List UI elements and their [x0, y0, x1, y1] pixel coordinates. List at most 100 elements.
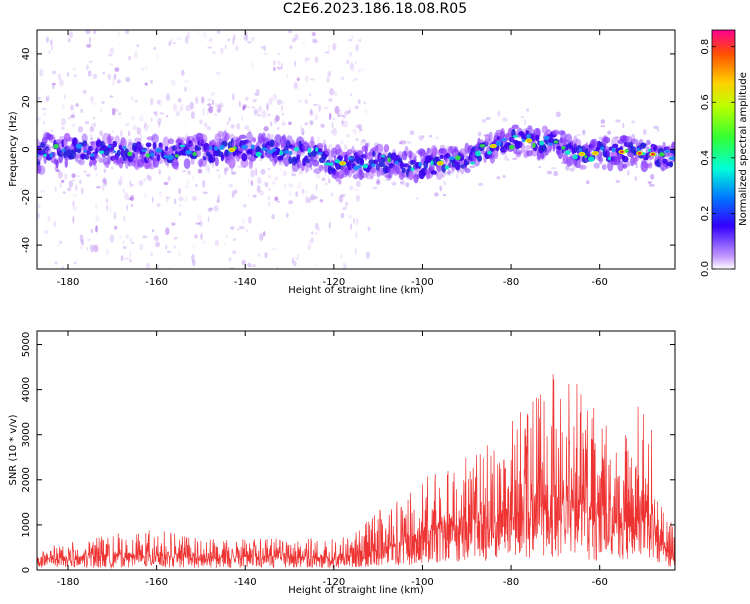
noise-blob: [235, 45, 239, 51]
noise-blob: [88, 60, 93, 64]
noise-blob: [449, 170, 455, 174]
noise-blob: [307, 197, 312, 204]
noise-blob: [102, 179, 107, 182]
noise-blob: [349, 93, 353, 96]
noise-blob: [271, 214, 275, 220]
noise-blob: [125, 76, 131, 82]
noise-blob: [84, 121, 90, 125]
noise-blob: [130, 95, 134, 102]
noise-blob: [256, 89, 260, 93]
noise-blob: [104, 181, 108, 187]
noise-blob: [181, 69, 185, 76]
noise-blob: [276, 99, 282, 106]
noise-blob: [202, 240, 207, 245]
noise-blob: [256, 176, 262, 185]
noise-blob: [232, 238, 237, 241]
noise-blob: [317, 227, 321, 232]
noise-blob: [349, 185, 354, 191]
band-halo: [597, 150, 602, 159]
noise-blob: [400, 181, 404, 184]
band-highlight: [565, 150, 571, 156]
colorbar-label: Normalized spectral amplitude: [738, 72, 749, 226]
band-highlight: [532, 142, 536, 148]
band-halo: [484, 133, 491, 145]
band-halo: [292, 139, 296, 151]
noise-blob: [598, 136, 603, 140]
noise-blob: [308, 239, 312, 244]
noise-blob: [405, 141, 412, 144]
noise-blob: [298, 170, 304, 175]
noise-blob: [156, 203, 161, 208]
noise-blob: [538, 166, 542, 169]
noise-blob: [92, 102, 96, 105]
noise-blob: [304, 75, 309, 82]
noise-blob: [195, 222, 201, 225]
band-highlight: [37, 153, 40, 157]
noise-blob: [151, 196, 154, 203]
noise-blob: [153, 111, 158, 115]
noise-blob: [372, 186, 378, 189]
noise-blob: [400, 140, 407, 145]
x-tick-label: -160: [145, 577, 168, 588]
band-halo: [174, 160, 180, 171]
noise-blob: [216, 199, 221, 204]
band-halo: [54, 158, 60, 166]
band-highlight: [357, 164, 362, 168]
noise-blob: [157, 117, 162, 125]
noise-blob: [586, 180, 590, 185]
band-highlight: [209, 146, 213, 150]
band-halo: [305, 163, 309, 174]
noise-blob: [190, 111, 195, 119]
noise-blob: [125, 234, 129, 239]
noise-blob: [207, 46, 212, 49]
noise-blob: [496, 176, 501, 180]
noise-blob: [165, 196, 171, 199]
noise-blob: [109, 95, 114, 98]
band-halo: [167, 138, 175, 145]
noise-blob: [232, 36, 235, 42]
band-peak-core: [593, 151, 598, 155]
band-halo: [573, 135, 578, 145]
colorbar-tick-label: 0.0: [700, 261, 711, 277]
noise-blob: [129, 251, 132, 258]
band-highlight: [371, 163, 376, 168]
noise-blob: [156, 53, 159, 60]
band-halo: [404, 145, 409, 157]
band-highlight: [289, 150, 293, 156]
noise-blob: [50, 146, 54, 149]
noise-blob: [101, 183, 105, 191]
noise-blob: [93, 244, 99, 253]
noise-blob: [310, 108, 312, 114]
noise-blob: [56, 169, 60, 173]
noise-blob: [615, 119, 621, 123]
noise-blob: [67, 187, 72, 192]
band-highlight: [61, 148, 66, 152]
noise-blob: [125, 123, 130, 126]
noise-blob: [311, 38, 318, 44]
noise-blob: [63, 94, 66, 100]
noise-blob: [356, 39, 362, 42]
noise-blob: [128, 55, 132, 61]
band-halo: [464, 154, 469, 159]
noise-blob: [315, 114, 318, 117]
noise-blob: [120, 130, 123, 137]
noise-blob: [355, 194, 361, 202]
band-halo: [78, 158, 85, 166]
noise-blob: [230, 226, 235, 230]
noise-blob: [263, 181, 266, 187]
band-body: [640, 142, 647, 149]
noise-blob: [86, 246, 89, 251]
noise-blob: [291, 173, 297, 177]
band-halo: [41, 136, 48, 145]
noise-blob: [225, 235, 229, 239]
band-halo: [238, 134, 247, 139]
band-body: [288, 156, 293, 165]
noise-blob: [241, 259, 246, 265]
noise-blob: [129, 197, 134, 200]
noise-blob: [294, 33, 299, 41]
band-halo: [623, 135, 631, 142]
noise-blob: [340, 140, 344, 145]
band-halo: [435, 171, 443, 180]
noise-blob: [117, 30, 120, 37]
noise-blob: [416, 197, 420, 200]
